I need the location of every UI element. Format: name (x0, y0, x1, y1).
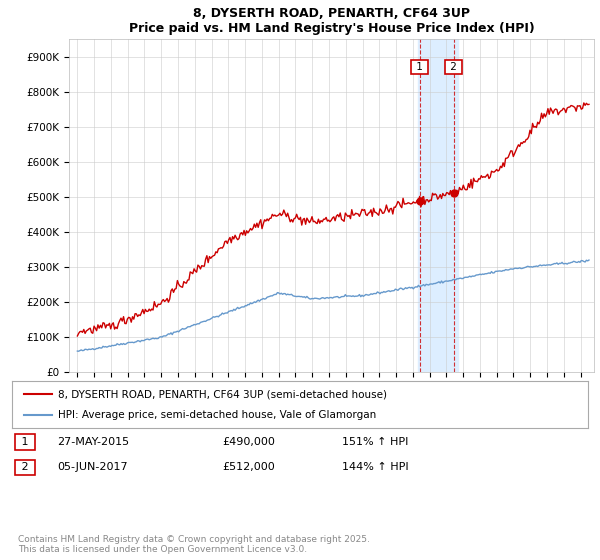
Text: £512,000: £512,000 (222, 463, 275, 473)
Text: 8, DYSERTH ROAD, PENARTH, CF64 3UP (semi-detached house): 8, DYSERTH ROAD, PENARTH, CF64 3UP (semi… (58, 389, 387, 399)
Title: 8, DYSERTH ROAD, PENARTH, CF64 3UP
Price paid vs. HM Land Registry's House Price: 8, DYSERTH ROAD, PENARTH, CF64 3UP Price… (128, 7, 535, 35)
Text: 151% ↑ HPI: 151% ↑ HPI (342, 437, 409, 447)
Text: 27-MAY-2015: 27-MAY-2015 (57, 437, 129, 447)
Text: Contains HM Land Registry data © Crown copyright and database right 2025.
This d: Contains HM Land Registry data © Crown c… (18, 535, 370, 554)
Text: 144% ↑ HPI: 144% ↑ HPI (342, 463, 409, 473)
Text: 05-JUN-2017: 05-JUN-2017 (57, 463, 128, 473)
Text: 2: 2 (447, 62, 460, 72)
Text: 2: 2 (18, 463, 32, 473)
Text: HPI: Average price, semi-detached house, Vale of Glamorgan: HPI: Average price, semi-detached house,… (58, 410, 376, 420)
Text: 1: 1 (413, 62, 426, 72)
Bar (418, 39, 458, 372)
Text: £490,000: £490,000 (222, 437, 275, 447)
Text: 1: 1 (18, 437, 32, 447)
